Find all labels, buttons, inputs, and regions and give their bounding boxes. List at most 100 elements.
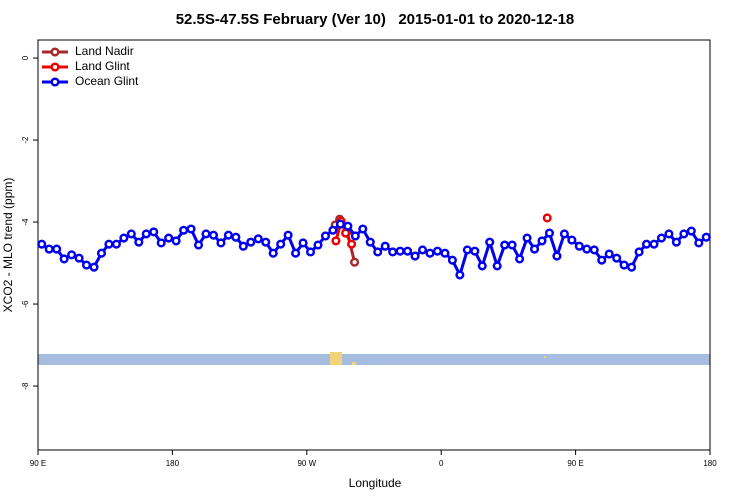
data-point xyxy=(126,229,136,239)
data-point xyxy=(96,248,107,258)
data-point xyxy=(179,225,189,235)
data-point xyxy=(74,253,84,263)
data-point xyxy=(283,230,293,240)
data-point xyxy=(492,261,502,271)
data-point xyxy=(171,236,181,246)
data-point xyxy=(544,228,555,238)
data-point xyxy=(485,237,495,247)
x-tick-label: 90 E xyxy=(567,459,583,468)
data-point xyxy=(253,234,263,244)
data-point xyxy=(298,238,308,248)
data-point xyxy=(231,232,241,242)
data-point xyxy=(141,229,151,239)
legend-label: Land Glint xyxy=(75,59,130,73)
data-point xyxy=(134,237,144,247)
data-point xyxy=(455,270,465,280)
data-point xyxy=(649,239,659,249)
land-patch xyxy=(544,356,546,358)
data-point xyxy=(537,236,547,246)
y-axis-label: XCO2 - MLO trend (ppm) xyxy=(1,178,15,313)
x-axis-label: Longitude xyxy=(349,476,402,490)
legend-marker xyxy=(50,47,60,57)
data-point xyxy=(604,249,614,259)
data-point xyxy=(246,237,256,247)
legend-marker xyxy=(50,62,60,72)
data-point xyxy=(462,245,472,255)
data-point xyxy=(515,254,525,264)
data-point xyxy=(313,240,323,250)
data-point xyxy=(104,239,114,249)
y-tick-label: -6 xyxy=(21,300,30,308)
data-point xyxy=(627,262,637,272)
legend-label: Ocean Glint xyxy=(75,74,139,88)
data-point xyxy=(358,224,368,234)
data-point xyxy=(425,248,435,258)
data-point xyxy=(529,244,540,254)
data-point xyxy=(149,227,159,237)
data-point xyxy=(388,247,398,257)
data-point xyxy=(44,244,54,254)
data-point xyxy=(432,246,443,256)
data-point xyxy=(328,225,338,235)
data-point xyxy=(582,244,592,254)
data-point xyxy=(686,226,696,236)
data-point xyxy=(81,260,92,270)
data-point xyxy=(641,239,652,249)
y-tick-label: -4 xyxy=(21,218,30,226)
data-point xyxy=(597,255,607,265)
data-point xyxy=(447,255,457,265)
data-point xyxy=(331,236,341,246)
y-tick-label: 0 xyxy=(21,55,30,60)
data-point xyxy=(164,233,174,243)
data-point xyxy=(186,224,196,234)
data-point xyxy=(223,230,233,240)
data-point xyxy=(470,246,480,256)
x-tick-label: 180 xyxy=(703,459,717,468)
data-point xyxy=(701,232,711,242)
data-point xyxy=(664,229,674,239)
data-point xyxy=(656,233,667,243)
data-point xyxy=(343,221,353,231)
data-point xyxy=(67,250,77,260)
data-point xyxy=(477,261,487,271)
data-point xyxy=(119,233,129,243)
data-point xyxy=(440,248,450,258)
data-point xyxy=(567,235,577,245)
data-point xyxy=(216,238,226,248)
data-point xyxy=(507,240,517,250)
data-point xyxy=(37,239,47,249)
data-point xyxy=(350,231,360,241)
data-point xyxy=(542,213,552,223)
x-tick-label: 90 W xyxy=(297,459,316,468)
data-point xyxy=(634,247,644,257)
data-point xyxy=(403,246,413,256)
data-point xyxy=(574,241,584,251)
data-point xyxy=(305,247,316,257)
data-point xyxy=(111,239,121,249)
data-point xyxy=(380,241,390,251)
x-tick-label: 90 E xyxy=(30,459,46,468)
data-point xyxy=(208,230,219,240)
data-point xyxy=(671,237,681,247)
data-point xyxy=(341,228,351,238)
data-point xyxy=(694,238,704,248)
data-point xyxy=(238,241,248,251)
y-tick-label: -8 xyxy=(21,382,30,390)
data-point xyxy=(410,251,420,261)
data-point xyxy=(589,245,599,255)
data-point xyxy=(52,244,62,254)
data-point xyxy=(156,238,166,248)
land-patch xyxy=(330,352,342,365)
chart-title: 52.5S-47.5S February (Ver 10) 2015-01-01… xyxy=(176,11,575,28)
data-point xyxy=(291,248,301,258)
data-point xyxy=(193,240,204,250)
data-point xyxy=(619,260,629,270)
data-point xyxy=(522,233,532,243)
data-point xyxy=(679,229,689,239)
ocean-strip xyxy=(38,354,710,365)
map-strip xyxy=(38,352,710,365)
data-point xyxy=(268,248,278,258)
x-tick-label: 0 xyxy=(439,459,444,468)
data-point xyxy=(612,253,622,263)
